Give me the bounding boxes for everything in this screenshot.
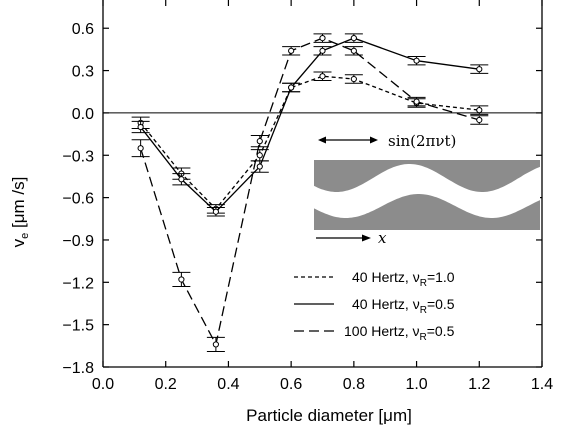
y-axis-title: ve [μm /s]	[9, 177, 31, 248]
legend: 40 Hertz, νR=1.0 40 Hertz, νR=0.5 100 He…	[294, 269, 455, 343]
data-point	[413, 98, 420, 105]
data-point	[350, 47, 357, 54]
data-point	[319, 47, 326, 54]
x-tick-label: 0.0	[92, 376, 114, 393]
x-tick-label: 0.8	[343, 376, 365, 393]
data-point	[288, 47, 295, 54]
x-tick-label: 1.4	[531, 376, 553, 393]
x-tick-label: 1.2	[468, 376, 490, 393]
y-tick-label: 0.0	[72, 106, 94, 123]
series-3	[131, 33, 489, 352]
data-point	[256, 152, 263, 159]
data-point	[476, 107, 483, 114]
x-tick-label: 0.2	[155, 376, 177, 393]
data-point	[212, 341, 219, 348]
data-point	[137, 145, 144, 152]
legend-label-40hz-nu1: 40 Hertz, νR=1.0	[352, 269, 455, 289]
inset-arrow-x	[316, 234, 371, 242]
y-tick-label: −0.6	[62, 191, 94, 208]
y-axis-ticks: 0.6 0.3 0.0 −0.3 −0.6 −0.9 −1.2 −1.5 −1.8	[62, 21, 542, 377]
y-tick-label: −0.9	[62, 233, 94, 250]
legend-label-40hz-nu05: 40 Hertz, νR=0.5	[352, 296, 455, 316]
legend-entry-100hz-nu05: 100 Hertz, νR=0.5	[294, 323, 455, 343]
data-series	[131, 33, 489, 352]
inset-x-label: x	[378, 229, 387, 247]
y-tick-label: −1.8	[62, 360, 94, 377]
x-axis-title: Particle diameter [μm]	[246, 406, 412, 425]
legend-entry-40hz-nu1: 40 Hertz, νR=1.0	[294, 269, 455, 289]
legend-label-100hz-nu05: 100 Hertz, νR=0.5	[344, 323, 455, 343]
x-tick-label: 0.6	[280, 376, 302, 393]
y-tick-label: 0.6	[72, 21, 94, 38]
data-point	[256, 138, 263, 145]
data-point	[178, 276, 185, 283]
data-point	[212, 208, 219, 215]
data-point	[288, 84, 295, 91]
data-point	[256, 163, 263, 170]
data-point	[350, 75, 357, 83]
data-point	[319, 35, 326, 42]
inset-arrow-double	[318, 136, 378, 144]
x-tick-label: 1.0	[405, 376, 427, 393]
y-tick-label: −1.5	[62, 318, 94, 335]
data-point	[476, 66, 483, 73]
inset-diagram: sin(2πνt) x	[314, 132, 540, 247]
legend-entry-40hz-nu05: 40 Hertz, νR=0.5	[294, 296, 455, 316]
axes	[102, 0, 543, 368]
data-point	[413, 57, 420, 64]
y-tick-label: 0.3	[72, 64, 94, 81]
y-tick-label: −1.2	[62, 275, 94, 292]
data-point	[137, 123, 144, 131]
data-point	[319, 73, 326, 80]
series-2	[131, 33, 489, 217]
data-point	[350, 35, 357, 42]
inset-channel-gap	[314, 164, 540, 218]
x-tick-label: 0.4	[217, 376, 239, 393]
data-point	[476, 116, 483, 124]
inset-arrow-label: sin(2πνt)	[388, 132, 456, 150]
x-axis-ticks: 0.0 0.2 0.4 0.6 0.8 1.0 1.2 1.4	[92, 0, 553, 393]
data-point	[178, 176, 185, 183]
y-tick-label: −0.3	[62, 148, 94, 165]
